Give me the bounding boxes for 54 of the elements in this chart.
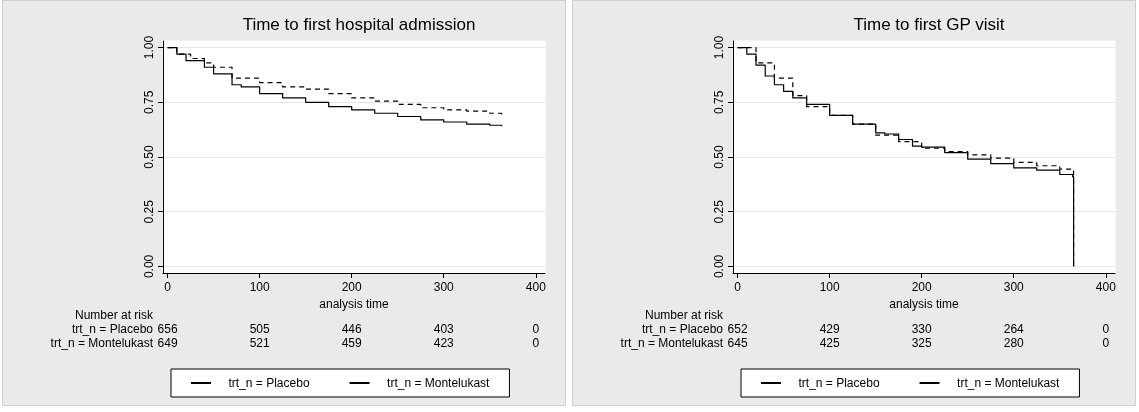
- text: 446: [341, 322, 363, 336]
- x-axis-title: analysis time: [889, 296, 959, 311]
- y-tick-label: 0.50: [712, 145, 726, 169]
- x-tick-label: 200: [341, 280, 363, 294]
- y-tick-label: 0.00: [142, 254, 156, 279]
- text: 429: [819, 322, 840, 336]
- chart-title: Time to first hospital admission: [242, 15, 476, 34]
- text: 521: [249, 336, 270, 350]
- text: 505: [249, 322, 270, 336]
- text: 0: [1102, 336, 1110, 350]
- text: trt_n = Placebo: [641, 322, 724, 336]
- x-tick-label: 300: [433, 280, 455, 294]
- legend-label: trt_n = Montelukast: [957, 376, 1061, 390]
- y-tick-label: 0.25: [142, 199, 156, 224]
- text: 656: [157, 322, 178, 336]
- text: trt_n = Montelukast: [50, 336, 154, 350]
- x-tick-label: 400: [1095, 280, 1117, 294]
- text: 280: [1003, 336, 1025, 350]
- y-tick-label: 0.75: [142, 90, 156, 114]
- x-axis-title: analysis time: [319, 296, 389, 311]
- text: trt_n = Montelukast: [620, 336, 724, 350]
- x-tick-label: 0: [734, 280, 742, 294]
- text: Number at risk: [74, 308, 154, 322]
- x-tick-label: 400: [525, 280, 547, 294]
- x-tick-label: 100: [819, 280, 840, 294]
- legend-label: trt_n = Placebo: [228, 376, 310, 390]
- x-tick-label: 0: [164, 280, 172, 294]
- text: 0: [1102, 322, 1110, 336]
- x-tick-label: 300: [1003, 280, 1025, 294]
- text: 0: [532, 336, 540, 350]
- y-tick-label: 1.00: [142, 35, 156, 60]
- y-tick-label: 0.25: [712, 199, 726, 224]
- y-tick-label: 1.00: [712, 35, 726, 60]
- text: trt_n = Placebo: [71, 322, 154, 336]
- text: 403: [433, 322, 455, 336]
- legend-label: trt_n = Montelukast: [387, 376, 491, 390]
- x-tick-label: 200: [911, 280, 933, 294]
- text: 645: [727, 336, 748, 350]
- text: 325: [911, 336, 933, 350]
- text: 652: [727, 322, 748, 336]
- y-tick-label: 0.50: [142, 145, 156, 169]
- y-tick-label: 0.75: [712, 90, 726, 114]
- text: 264: [1003, 322, 1025, 336]
- text: 425: [819, 336, 840, 350]
- legend-label: trt_n = Placebo: [798, 376, 880, 390]
- chart-title: Time to first GP visit: [853, 15, 1005, 34]
- text: 330: [911, 322, 933, 336]
- y-tick-label: 0.00: [712, 254, 726, 279]
- text: 459: [341, 336, 363, 350]
- x-tick-label: 100: [249, 280, 270, 294]
- text: 423: [433, 336, 455, 350]
- text: 0: [532, 322, 540, 336]
- text: 649: [157, 336, 178, 350]
- text: Number at risk: [644, 308, 724, 322]
